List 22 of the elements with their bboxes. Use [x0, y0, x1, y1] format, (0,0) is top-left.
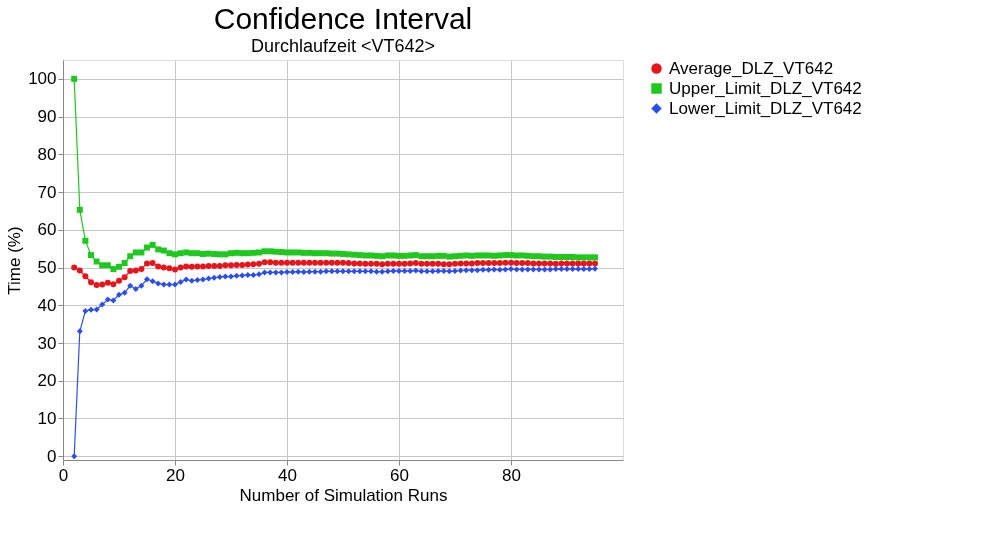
y-tick-label: 40 — [37, 295, 57, 315]
legend-label: Lower_Limit_DLZ_VT642 — [669, 98, 862, 118]
chart-title: Confidence Interval — [213, 2, 473, 35]
y-tick-label: 10 — [37, 408, 57, 428]
y-tick-label: 80 — [37, 144, 57, 164]
x-tick-label: 80 — [502, 465, 521, 485]
y-tick-label: 70 — [37, 182, 57, 202]
y-tick-label: 20 — [37, 371, 57, 391]
legend-label: Average_DLZ_VT642 — [669, 58, 834, 78]
y-tick-label: 0 — [47, 446, 57, 466]
x-axis-title: Number of Simulation Runs — [239, 485, 448, 505]
x-tick-label: 20 — [166, 465, 185, 485]
x-tick-label: 60 — [390, 465, 409, 485]
y-tick-label: 60 — [37, 220, 57, 240]
chart-subtitle: Durchlaufzeit <VT642> — [250, 36, 436, 56]
y-tick-label: 50 — [37, 258, 57, 278]
y-axis-title: Time (%) — [5, 226, 25, 295]
x-tick-label: 40 — [278, 465, 297, 485]
y-tick-label: 100 — [28, 69, 57, 89]
legend-label: Upper_Limit_DLZ_VT642 — [669, 78, 862, 98]
y-tick-label: 30 — [37, 333, 57, 353]
y-tick-label: 90 — [37, 107, 57, 127]
